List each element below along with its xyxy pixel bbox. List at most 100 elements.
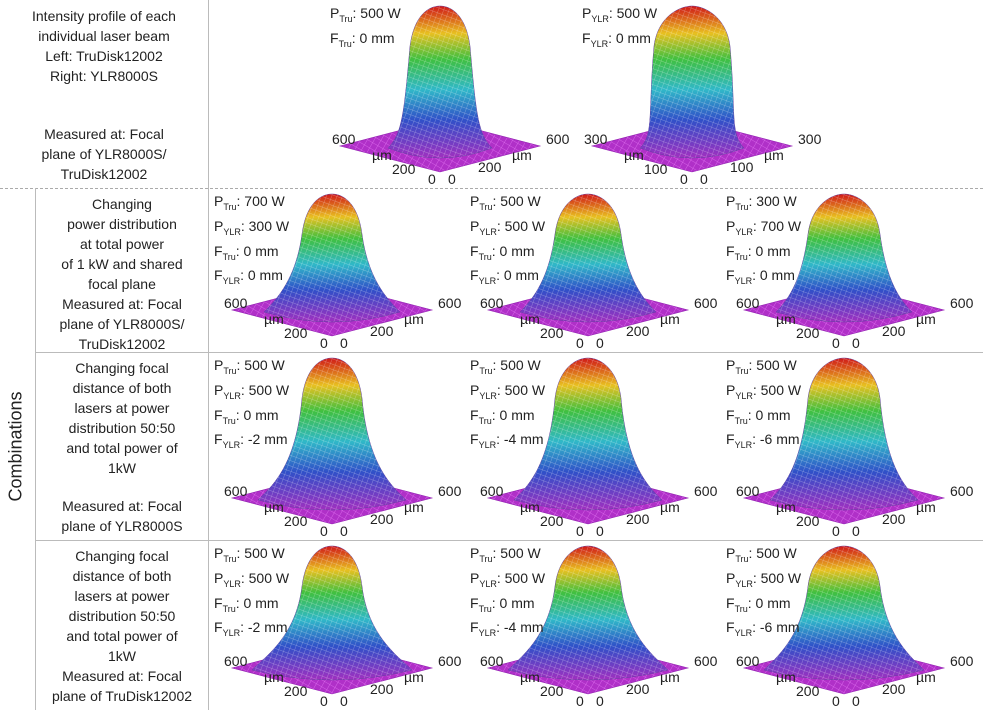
parameter-subscript: YLR — [479, 578, 497, 589]
parameter-symbol: P — [582, 5, 592, 21]
axis-label: 0 — [428, 171, 436, 187]
parameter-subscript: Tru — [734, 415, 748, 426]
parameter-symbol: P — [470, 357, 480, 373]
axis-label: 200 — [478, 159, 502, 175]
measured-line: plane of YLR8000S/ — [41, 146, 167, 162]
parameter-value: : 0 mm — [351, 29, 395, 46]
description-line: 1kW — [107, 460, 136, 476]
description-line: of 1 kW and shared — [61, 256, 183, 272]
parameter-line: FTru: 0 mm — [726, 406, 801, 431]
axis-label: 0 — [596, 335, 604, 351]
parameter-symbol: P — [214, 357, 224, 373]
parameter-value: : 500 W — [748, 545, 797, 561]
axis-label: 600 — [438, 653, 462, 669]
parameter-subscript: YLR — [735, 578, 753, 589]
parameter-symbol: P — [214, 381, 224, 398]
axis-label: 100 — [644, 161, 668, 177]
axis-label: 300 — [584, 131, 608, 147]
axis-label: 600 — [224, 653, 248, 669]
parameter-subscript: YLR — [734, 628, 753, 639]
row-separator — [35, 540, 983, 541]
parameter-value: : 0 mm — [747, 242, 791, 259]
description-line: Changing focal — [75, 360, 169, 376]
parameter-value: : -2 mm — [240, 431, 288, 448]
parameter-line: FTru: 0 mm — [470, 242, 545, 267]
axis-label: 200 — [626, 511, 650, 527]
parameter-value: : 500 W — [492, 545, 541, 561]
parameter-value: : 0 mm — [491, 406, 535, 423]
parameter-line: FYLR: -6 mm — [726, 430, 801, 455]
parameter-subscript: Tru — [223, 365, 237, 376]
parameter-subscript: Tru — [478, 415, 492, 426]
axis-label: 200 — [284, 683, 308, 699]
parameters: PTru: 500 W PYLR: 500 W FTru: 0 mm FYLR: -4… — [470, 356, 545, 455]
axis-label: 0 — [340, 335, 348, 351]
parameter-symbol: P — [470, 193, 480, 209]
parameter-symbol: F — [470, 242, 479, 259]
description-line: Intensity profile of each — [32, 8, 176, 24]
parameter-symbol: F — [214, 431, 223, 448]
parameter-value: : -4 mm — [496, 431, 544, 448]
parameter-value: : 500 W — [236, 545, 285, 561]
axis-label: µm — [916, 311, 936, 327]
description-line: lasers at power — [74, 588, 170, 604]
parameter-subscript: YLR — [590, 38, 609, 49]
parameter-symbol: F — [214, 619, 223, 636]
axis-label: 200 — [370, 681, 394, 697]
axis-label: µm — [776, 499, 796, 515]
parameter-symbol: P — [470, 217, 480, 234]
measured-block: Measured at: Focal plane of YLR8000S/TruD… — [41, 124, 166, 184]
parameter-subscript: YLR — [479, 390, 497, 401]
parameter-line: PTru: 500 W — [726, 356, 801, 381]
axis-label: 600 — [224, 483, 248, 499]
parameter-value: : 500 W — [752, 569, 802, 586]
parameter-subscript: YLR — [222, 276, 241, 287]
parameter-line: PYLR: 500 W — [470, 569, 545, 594]
axis-label: 200 — [882, 323, 906, 339]
parameter-line: PTru: 500 W — [470, 192, 545, 217]
axis-label: 600 — [332, 131, 356, 147]
description-line: power distribution — [67, 216, 177, 232]
measured-line: Measured at: Focal — [44, 126, 164, 142]
parameter-subscript: Tru — [222, 251, 236, 262]
parameters: PTru: 500 W PYLR: 500 W FTru: 0 mm FYLR: 0 … — [470, 192, 545, 291]
parameter-symbol: F — [726, 594, 735, 611]
description-line: Changing — [92, 196, 152, 212]
axis-label: 0 — [680, 171, 688, 187]
axis-label: 200 — [882, 511, 906, 527]
parameter-symbol: F — [214, 242, 223, 259]
parameters: PTru: 500 W PYLR: 500 W FTru: 0 mm FYLR: -6… — [726, 356, 801, 455]
parameter-subscript: Tru — [734, 603, 748, 614]
axis-label: 200 — [796, 513, 820, 529]
description-line: focal plane — [88, 276, 156, 292]
axis-label: 200 — [540, 513, 564, 529]
parameters: PTru: 300 W PYLR: 700 W FTru: 0 mm FYLR: 0 … — [726, 192, 801, 291]
description-line: distance of both — [72, 568, 172, 584]
parameter-subscript: YLR — [735, 226, 753, 237]
parameter-subscript: Tru — [478, 251, 492, 262]
axis-label: 600 — [736, 295, 760, 311]
axis-label: 200 — [392, 161, 416, 177]
parameter-value: : 500 W — [608, 5, 658, 21]
parameter-line: PTru: 700 W — [214, 192, 289, 217]
row-description: Intensity profile of each individual lase… — [0, 6, 208, 184]
axis-label: 600 — [438, 295, 462, 311]
parameter-line: PYLR: 500 W — [470, 217, 545, 242]
measured-block: Measured at: Focal plane of YLR8000S/TruD… — [59, 294, 184, 354]
axis-label: 600 — [736, 483, 760, 499]
parameters: PTru: 500 W PYLR: 500 W FTru: 0 mm FYLR: -4… — [470, 544, 545, 643]
description-line: and total power of — [66, 440, 178, 456]
parameter-line: PTru: 500 W — [726, 544, 801, 569]
parameter-value: : 0 mm — [608, 29, 651, 46]
peak-mesh — [514, 358, 662, 510]
axis-label: 0 — [852, 335, 860, 351]
parameter-symbol: F — [214, 406, 223, 423]
row-separator — [35, 352, 983, 353]
parameter-value: : -4 mm — [496, 619, 544, 636]
row-description: Changing power distribution at total power… — [36, 194, 208, 352]
axis-label: µm — [520, 669, 540, 685]
description-line: at total power — [79, 236, 165, 252]
